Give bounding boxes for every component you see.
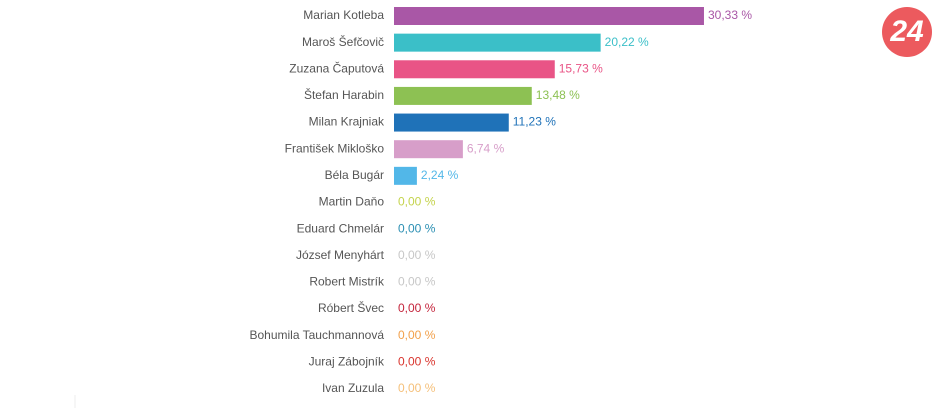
bar bbox=[394, 60, 555, 79]
value-label: 0,00 % bbox=[398, 381, 436, 395]
bar bbox=[394, 86, 532, 105]
category-label: Marian Kotleba bbox=[303, 8, 384, 22]
value-label: 0,00 % bbox=[398, 301, 436, 315]
value-label: 11,23 % bbox=[513, 115, 556, 129]
category-label: Béla Bugár bbox=[325, 168, 384, 182]
category-label: František Mikloško bbox=[285, 141, 385, 155]
bar bbox=[394, 113, 509, 132]
value-label: 20,22 % bbox=[605, 35, 649, 49]
value-label: 0,00 % bbox=[398, 328, 436, 342]
value-label: 0,00 % bbox=[398, 248, 436, 262]
value-label: 15,73 % bbox=[559, 61, 603, 75]
value-label: 2,24 % bbox=[421, 168, 459, 182]
category-label: Robert Mistrík bbox=[309, 275, 385, 289]
category-label: József Menyhárt bbox=[296, 248, 385, 262]
value-label: 30,33 % bbox=[708, 8, 752, 22]
logo-text: 24 bbox=[889, 15, 924, 48]
value-label: 0,00 % bbox=[398, 354, 436, 368]
value-label: 0,00 % bbox=[398, 195, 436, 209]
category-label: Juraj Zábojník bbox=[309, 354, 385, 368]
category-label: Martin Daňo bbox=[319, 195, 385, 209]
value-label: 13,48 % bbox=[536, 88, 580, 102]
category-label: Eduard Chmelár bbox=[297, 221, 384, 235]
category-label: Ivan Zuzula bbox=[322, 381, 384, 395]
value-label: 0,00 % bbox=[398, 275, 436, 289]
bar bbox=[394, 140, 463, 159]
category-label: Zuzana Čaputová bbox=[289, 60, 384, 75]
category-label: Štefan Harabin bbox=[304, 87, 384, 102]
category-label: Bohumila Tauchmannová bbox=[249, 328, 384, 342]
category-label: Maroš Šefčovič bbox=[302, 34, 384, 49]
value-label: 6,74 % bbox=[467, 141, 505, 155]
category-label: Róbert Švec bbox=[318, 300, 384, 315]
logo-circle bbox=[882, 7, 932, 57]
category-label: Milan Krajniak bbox=[309, 115, 385, 129]
logo: 24 bbox=[882, 7, 932, 57]
value-label: 0,00 % bbox=[398, 221, 436, 235]
bar bbox=[394, 166, 417, 185]
bar bbox=[394, 33, 601, 52]
bar bbox=[394, 7, 704, 25]
